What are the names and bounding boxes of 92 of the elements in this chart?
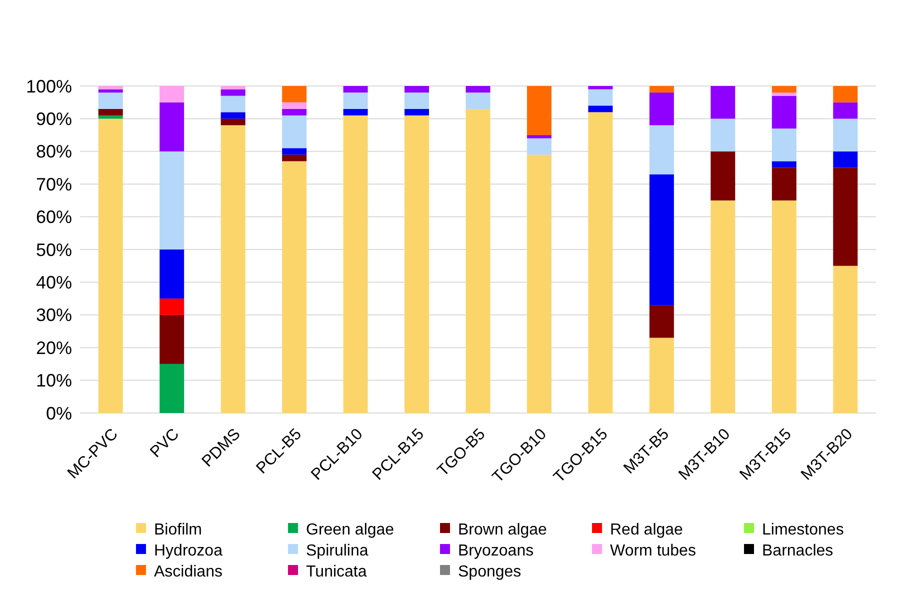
bar	[404, 115, 430, 413]
bar	[772, 92, 796, 96]
bar	[282, 154, 307, 162]
bar	[588, 112, 613, 413]
bar	[833, 168, 858, 266]
legend-label: Green algae	[306, 522, 394, 539]
y-tick-label: 0%	[46, 403, 72, 424]
y-tick-label: 50%	[36, 240, 72, 260]
legend-label: Spirulina	[306, 542, 368, 560]
bar	[343, 115, 368, 413]
bar	[772, 86, 796, 93]
bar	[710, 151, 736, 200]
bar	[772, 161, 796, 168]
bar	[220, 125, 246, 413]
bar	[649, 305, 674, 338]
bar	[833, 86, 858, 102]
bar	[833, 102, 858, 119]
y-tick-label: 10%	[36, 370, 72, 391]
bar	[160, 102, 184, 152]
legend-label: Red algae	[610, 522, 684, 539]
bar	[343, 92, 368, 109]
bar	[710, 118, 736, 152]
bar	[282, 115, 307, 148]
bar	[710, 200, 736, 413]
y-tick-label: 60%	[36, 207, 72, 228]
y-tick-label: 40%	[36, 272, 72, 292]
legend-label: Bryozoans	[458, 542, 534, 560]
bar	[98, 92, 123, 109]
bar	[649, 125, 674, 174]
bar	[160, 151, 184, 250]
bar	[160, 364, 184, 413]
bar	[404, 92, 430, 109]
bar	[588, 106, 613, 112]
y-tick-label: 90%	[36, 109, 72, 129]
bar	[772, 128, 796, 162]
bar	[282, 148, 307, 155]
legend-label: Brown algae	[458, 522, 548, 539]
bar	[98, 118, 123, 413]
bar	[220, 96, 246, 112]
bar	[526, 138, 552, 155]
bar	[466, 108, 490, 413]
bar	[772, 168, 796, 200]
legend-label: Sponges	[458, 564, 522, 581]
bar	[772, 96, 796, 129]
y-tick-label: 20%	[36, 338, 72, 358]
legend-label: Limestones	[762, 522, 844, 539]
bar	[466, 86, 490, 93]
bar	[160, 86, 184, 102]
bar	[160, 298, 184, 315]
y-tick-label: 100%	[26, 76, 72, 96]
bar	[710, 86, 736, 119]
bar	[343, 108, 368, 116]
bar	[160, 250, 184, 299]
bar	[526, 86, 552, 136]
bar	[220, 86, 246, 90]
bar	[220, 112, 246, 119]
bar	[98, 86, 123, 90]
bar	[282, 102, 307, 109]
y-tick-label: 80%	[36, 142, 72, 162]
bar	[833, 118, 858, 152]
y-tick-label: 30%	[36, 305, 72, 326]
bar	[220, 118, 246, 126]
bar	[649, 338, 674, 413]
y-tick-label: 70%	[36, 174, 72, 194]
bar	[526, 135, 552, 138]
bar	[466, 92, 490, 109]
bar	[404, 108, 430, 116]
legend-label: Tunicata	[306, 564, 367, 581]
bar	[833, 151, 858, 168]
bar	[220, 89, 246, 96]
legend-label: Ascidians	[154, 564, 222, 581]
legend-label: Biofilm	[154, 522, 202, 539]
bar	[772, 200, 796, 413]
bar	[282, 161, 307, 413]
bar	[649, 174, 674, 306]
bar	[588, 86, 613, 90]
bar	[282, 108, 307, 116]
legend-label: Worm tubes	[610, 542, 696, 560]
bar	[404, 86, 430, 93]
bar	[649, 92, 674, 126]
bar	[98, 108, 123, 116]
bar	[343, 86, 368, 93]
bar	[588, 89, 613, 106]
bar	[833, 266, 858, 413]
bar	[98, 89, 123, 93]
bar	[98, 115, 123, 119]
bar	[649, 86, 674, 93]
bar	[282, 86, 307, 102]
bar	[526, 154, 552, 413]
bar	[160, 314, 184, 364]
legend-label: Hydrozoa	[154, 542, 223, 560]
legend-label: Barnacles	[762, 542, 834, 560]
